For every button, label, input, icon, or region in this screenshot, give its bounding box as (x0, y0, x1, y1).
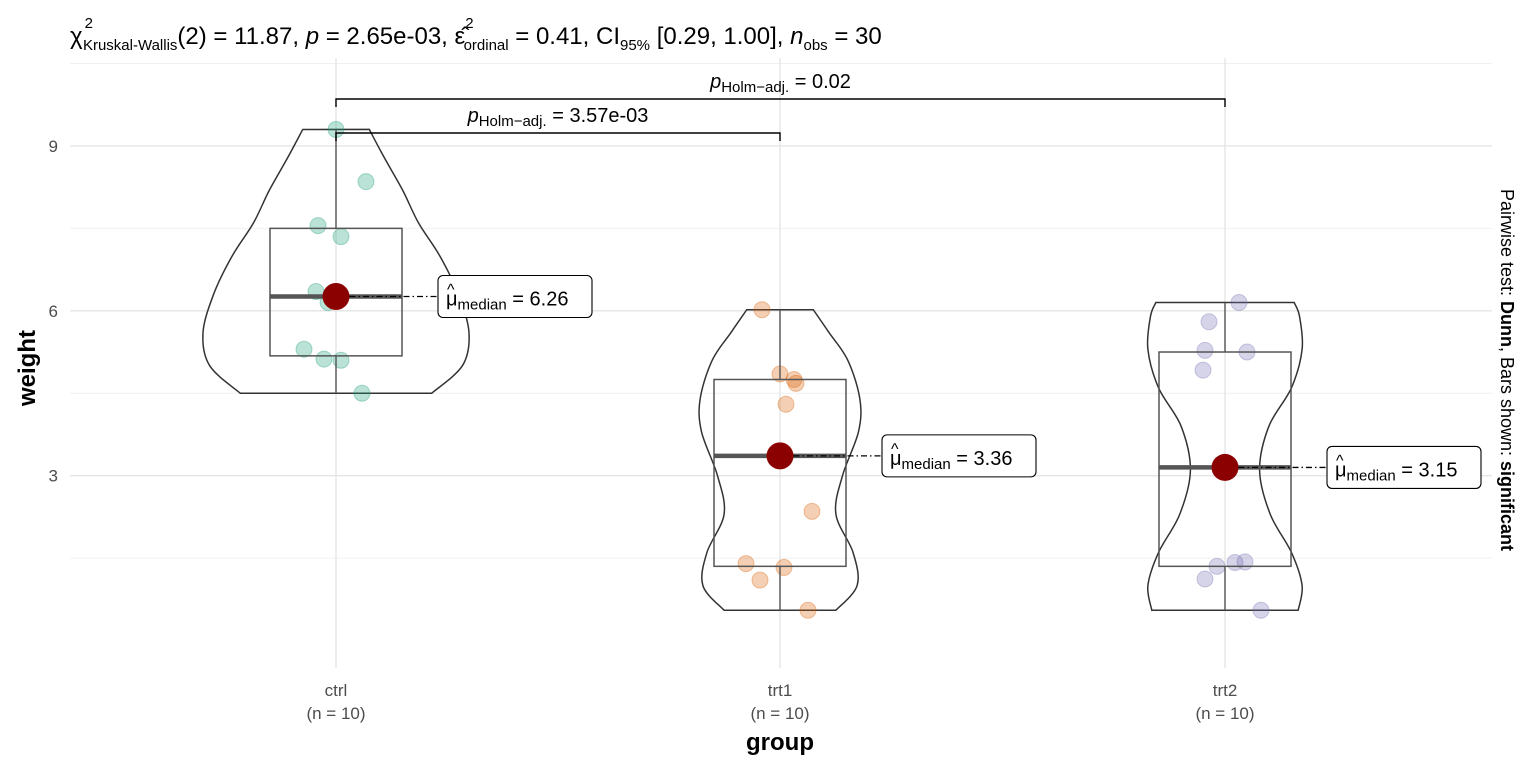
median-markers: μmedian = 6.26^μmedian = 3.36^μmedian = … (322, 274, 1482, 489)
n-sub: obs (804, 37, 828, 54)
median-label-box-trt2 (1326, 445, 1482, 489)
comparison-bracket (335, 98, 1226, 107)
epsilon-sup: 2 (465, 15, 473, 32)
comparison-label: pHolm−adj. = 3.57e-03 (467, 105, 649, 130)
violin-trt2 (1146, 301, 1304, 612)
median-label-box-ctrl (437, 274, 593, 319)
n-symbol: n (790, 23, 803, 50)
median-label-sub: median (1347, 467, 1396, 484)
comparison-p: p (467, 105, 479, 127)
comparison-sub: Holm−adj. (721, 79, 789, 96)
epsilon-value: = 0.41, CI (509, 23, 620, 50)
chi-value: = 11.87, (207, 23, 306, 50)
p-value: = 2.65e-03, (319, 23, 454, 50)
x-tick-label-trt1: trt1 (768, 681, 793, 700)
x-axis-title: group (746, 729, 814, 756)
data-point-ctrl (295, 340, 313, 358)
box-trt1 (713, 378, 847, 568)
chi-symbol: χ (70, 23, 83, 50)
median-label-value: = 3.36 (951, 448, 1013, 470)
data-point-trt1 (803, 502, 821, 520)
x-axis: ctrl (n = 10) trt1 (n = 10) trt2 (n = 10) (306, 681, 1254, 723)
data-point-ctrl (332, 228, 350, 246)
median-label-mu: μ (446, 289, 458, 311)
median-point-trt1 (766, 442, 794, 470)
data-point-trt2 (1196, 570, 1214, 588)
data-point-ctrl (309, 217, 327, 235)
n-value: = 30 (828, 23, 882, 50)
data-point-trt2 (1200, 313, 1218, 331)
x-tick-count-trt2: (n = 10) (1195, 704, 1254, 723)
data-point-trt2 (1196, 341, 1214, 359)
median-label-trt2: μmedian = 3.15 (1335, 459, 1457, 484)
x-tick-label-trt2: trt2 (1213, 681, 1238, 700)
median-label-hat-trt2: ^ (1336, 452, 1344, 469)
median-label-value: = 6.26 (507, 289, 569, 311)
grid (70, 58, 1492, 668)
caption-prefix: Pairwise test: (1497, 189, 1517, 301)
box-ctrl (269, 227, 403, 357)
chart-subtitle: χ 2 Kruskal-Wallis(2) = 11.87, p = 2.65e-0… (70, 15, 882, 54)
data-point-trt1 (751, 571, 769, 589)
median-point-trt2 (1211, 453, 1239, 481)
data-point-ctrl (357, 173, 375, 191)
data-point-trt2 (1194, 361, 1212, 379)
data-point-ctrl (353, 384, 371, 402)
data-point-trt2 (1252, 601, 1270, 619)
ci-sub: 95% (620, 37, 650, 54)
data-point-trt1 (777, 395, 795, 413)
median-label-box-trt1 (881, 434, 1037, 478)
p-symbol: p (305, 23, 319, 50)
chi-df: (2) (177, 23, 206, 50)
comparison-value: = 0.02 (789, 71, 851, 93)
median-label-trt1: μmedian = 3.36 (890, 448, 1012, 473)
data-point-trt2 (1230, 294, 1248, 312)
data-point-trt1 (775, 558, 793, 576)
data-point-trt1 (799, 601, 817, 619)
median-label-hat-trt1: ^ (891, 441, 899, 458)
x-tick-count-trt1: (n = 10) (750, 704, 809, 723)
median-label-sub: median (458, 297, 507, 314)
data-point-trt2 (1226, 553, 1244, 571)
y-axis: 3 6 9 (49, 137, 58, 486)
comparison-value: = 3.57e-03 (547, 105, 649, 127)
data-point-ctrl (315, 350, 333, 368)
data-point-trt1 (753, 301, 771, 319)
violins (202, 128, 1304, 612)
comparison-p: p (709, 71, 721, 93)
caption-middle: , Bars shown: (1497, 347, 1517, 461)
comparison-sub: Holm−adj. (479, 113, 547, 130)
median-label-sub: median (902, 456, 951, 473)
caption-bars: significant (1497, 461, 1517, 551)
box-trt2 (1158, 351, 1292, 568)
x-tick-count-ctrl: (n = 10) (306, 704, 365, 723)
chi-sup: 2 (85, 15, 93, 32)
ci-value: [0.29, 1.00], (650, 23, 790, 50)
median-label-value: = 3.15 (1396, 459, 1458, 481)
median-label-mu: μ (1335, 459, 1347, 481)
chi-sub: Kruskal-Wallis (83, 37, 177, 54)
median-point-ctrl (322, 283, 350, 311)
epsilon-sub: ordinal (464, 37, 509, 54)
y-tick-label: 9 (49, 137, 58, 156)
y-tick-label: 3 (49, 467, 58, 486)
y-tick-label: 6 (49, 302, 58, 321)
data-point-trt1 (737, 555, 755, 573)
median-label-mu: μ (890, 448, 902, 470)
comparison-bracket (335, 132, 781, 141)
caption: Pairwise test: Dunn, Bars shown: signifi… (1497, 189, 1517, 551)
median-label-ctrl: μmedian = 6.26 (446, 289, 568, 314)
data-point-trt1 (787, 374, 805, 392)
data-points (295, 120, 1270, 619)
y-axis-title: weight (14, 330, 41, 407)
caption-test: Dunn (1497, 301, 1517, 347)
comparison-label: pHolm−adj. = 0.02 (709, 71, 851, 96)
x-tick-label-ctrl: ctrl (325, 681, 348, 700)
median-label-hat-ctrl: ^ (447, 282, 455, 299)
